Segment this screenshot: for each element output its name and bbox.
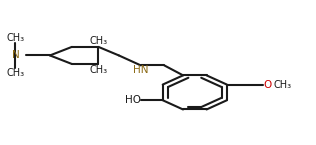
Text: CH₃: CH₃ xyxy=(274,80,292,90)
Text: CH₃: CH₃ xyxy=(89,65,107,75)
Text: HO: HO xyxy=(125,95,141,105)
Text: CH₃: CH₃ xyxy=(6,68,25,77)
Text: CH₃: CH₃ xyxy=(6,33,25,43)
Text: HN: HN xyxy=(133,65,149,75)
Text: CH₃: CH₃ xyxy=(89,36,107,46)
Text: N: N xyxy=(12,50,19,60)
Text: O: O xyxy=(263,80,271,90)
